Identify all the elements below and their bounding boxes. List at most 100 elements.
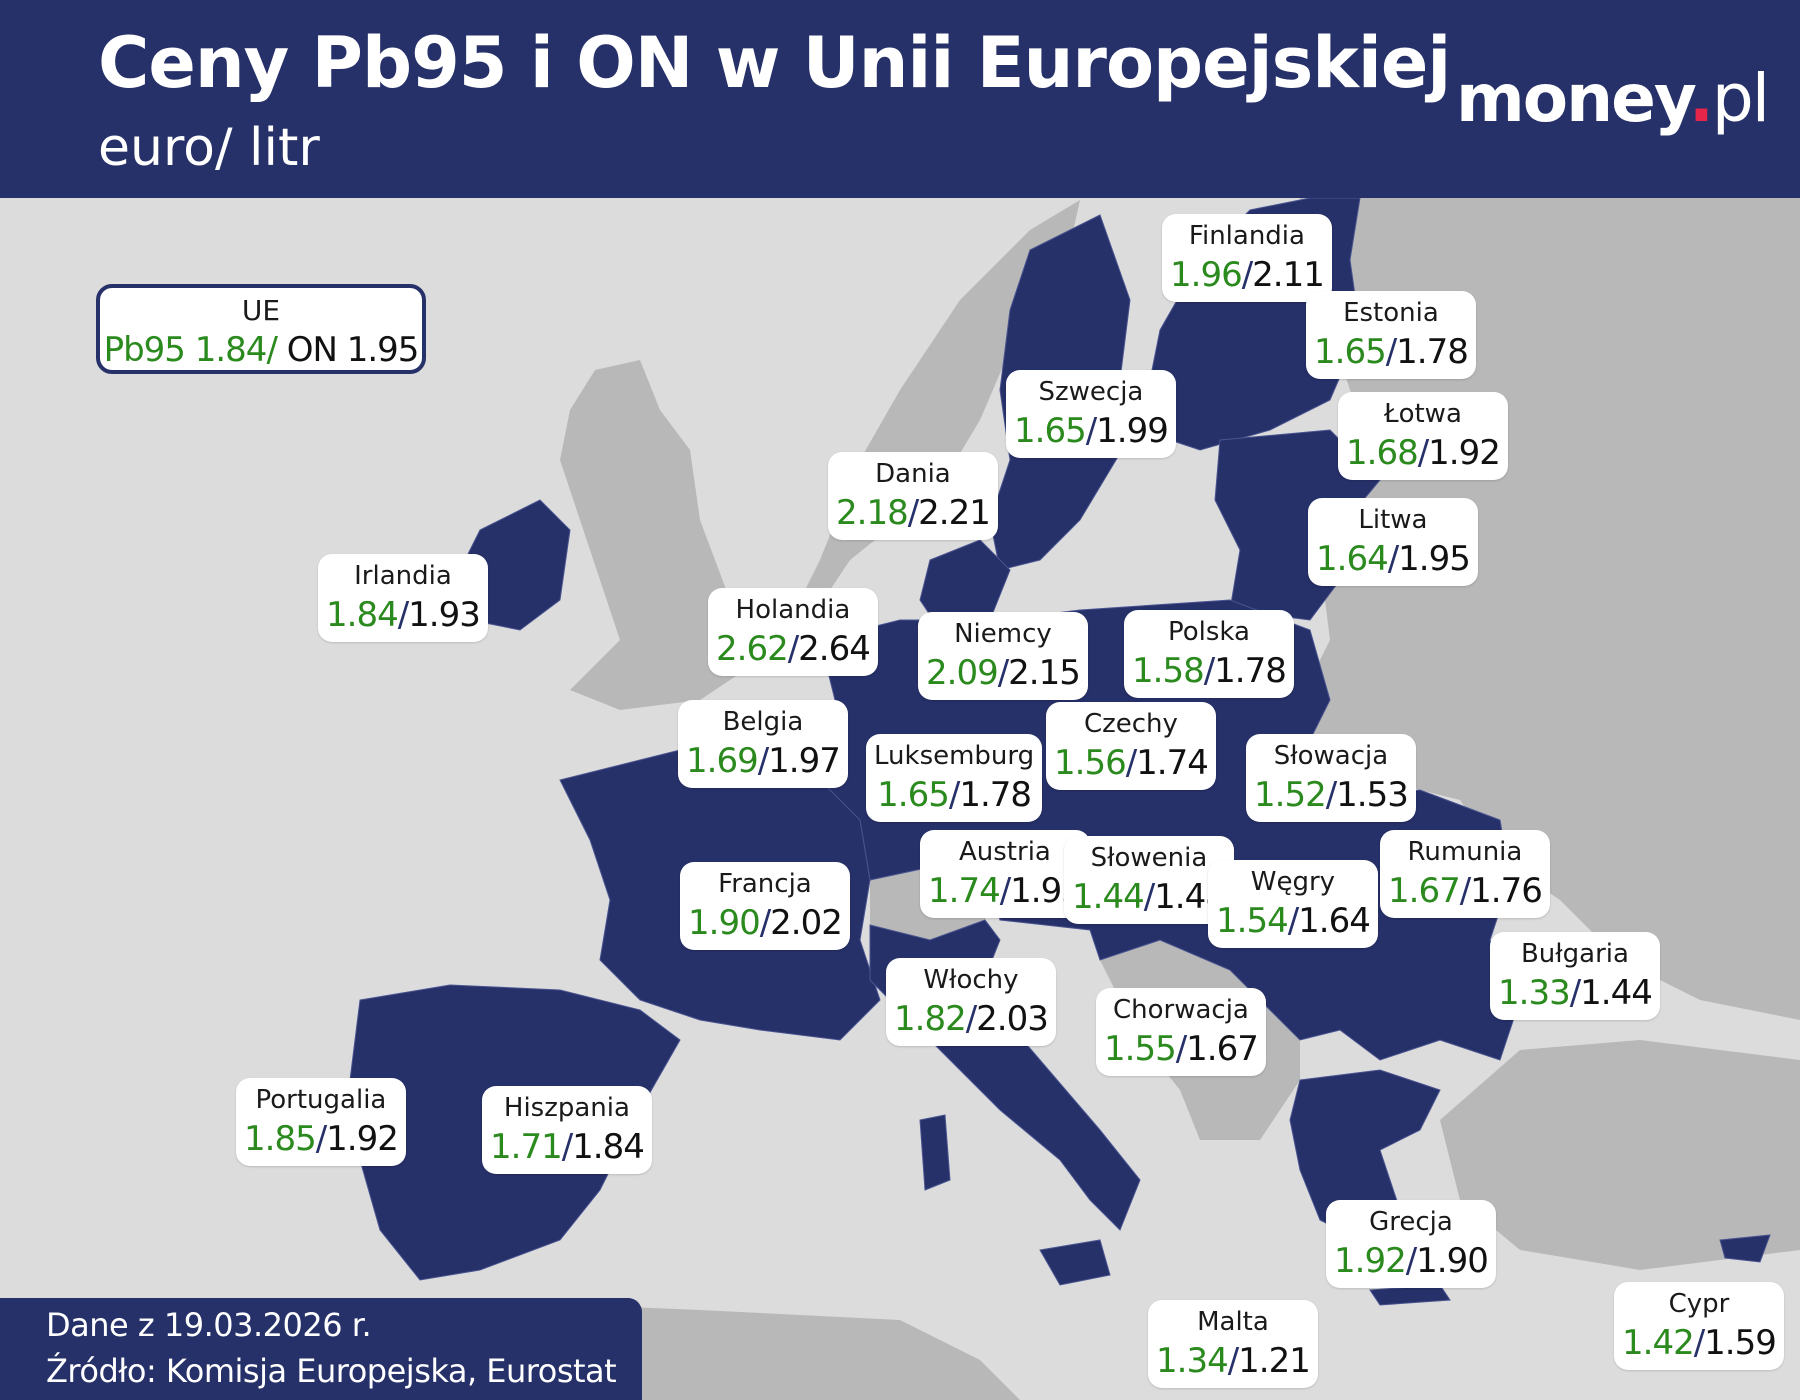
country-label-szwecja: Szwecja 1.65/1.99 [1006,370,1176,458]
country-values: 2.62/2.64 [716,628,871,670]
country-values: 1.33/1.44 [1498,972,1653,1014]
on-value: 2.11 [1252,255,1325,295]
value-separator: / [1325,775,1338,815]
pb95-value: 2.18 [836,493,909,533]
pb95-value: 1.56 [1054,743,1127,783]
header-bar: Ceny Pb95 i ON w Unii Europejskiej euro/… [0,0,1800,198]
value-separator: / [315,1119,328,1159]
value-separator: / [1287,901,1300,941]
page-title: Ceny Pb95 i ON w Unii Europejskiej [98,22,1451,104]
country-name: Włochy [923,965,1019,995]
country-label-bulgaria: Bułgaria 1.33/1.44 [1490,932,1660,1020]
country-name: Francja [718,869,812,899]
country-name: Austria [959,837,1051,867]
on-value: 1.92 [1428,433,1501,473]
country-name: Hiszpania [503,1093,630,1123]
pb95-value: 1.42 [1622,1323,1695,1363]
country-values: 1.69/1.97 [686,740,841,782]
country-values: 2.18/2.21 [836,492,991,534]
country-name: Holandia [735,595,851,625]
country-label-luksemburg: Luksemburg 1.65/1.78 [866,734,1043,822]
pb95-value: 1.64 [1316,539,1389,579]
country-name: Węgry [1250,867,1336,897]
country-name: Malta [1197,1307,1269,1337]
country-values: 1.42/1.59 [1622,1322,1777,1364]
country-values: 1.52/1.53 [1254,774,1409,816]
country-name: Słowenia [1090,843,1208,873]
pb95-value: 1.74 [928,871,1001,911]
value-separator: / [757,741,770,781]
value-separator: / [1387,539,1400,579]
pb95-value: 1.92 [1334,1241,1407,1281]
eu-average-box: UE Pb95 1.84/ ON 1.95 [96,284,426,374]
value-separator: / [1143,877,1156,917]
country-name: Czechy [1083,709,1178,739]
pb95-value: 1.84 [326,595,399,635]
pb95-value: 1.69 [686,741,759,781]
country-values: 1.82/2.03 [894,998,1049,1040]
country-label-lotwa: Łotwa 1.68/1.92 [1338,392,1508,480]
pb95-value: 1.71 [490,1127,563,1167]
on-value: 1.78 [1396,332,1469,372]
country-label-belgia: Belgia 1.69/1.97 [678,700,848,788]
value-separator: / [1693,1323,1706,1363]
country-values: 1.55/1.67 [1104,1028,1259,1070]
country-name: Finlandia [1188,221,1305,251]
country-label-grecja: Grecja 1.92/1.90 [1326,1200,1496,1288]
country-values: 1.71/1.84 [490,1126,645,1168]
country-name: Cypr [1668,1289,1730,1319]
country-label-estonia: Estonia 1.65/1.78 [1306,291,1476,379]
country-values: 1.56/1.74 [1054,742,1209,784]
country-label-hiszpania: Hiszpania 1.71/1.84 [482,1086,652,1174]
value-separator: / [965,999,978,1039]
country-label-portugalia: Portugalia 1.85/1.92 [236,1078,406,1166]
country-values: 1.34/1.21 [1156,1340,1311,1382]
logo-dot: . [1688,60,1714,137]
value-separator: / [1125,743,1138,783]
country-name: Estonia [1343,298,1439,328]
on-value: 1.92 [326,1119,399,1159]
value-separator: / [1569,973,1582,1013]
value-separator: / [1203,651,1216,691]
money-pl-logo: money.pl [1456,60,1770,137]
country-label-wegry: Węgry 1.54/1.64 [1208,860,1378,948]
country-values: 1.65/1.78 [874,774,1034,816]
country-values: 1.65/1.99 [1014,410,1169,452]
turkey-shape [1440,1040,1800,1270]
country-label-wlochy: Włochy 1.82/2.03 [886,958,1056,1046]
country-label-chorwacja: Chorwacja 1.55/1.67 [1096,988,1266,1076]
country-name: Rumunia [1407,837,1523,867]
country-values: 1.44/1.48 [1072,876,1227,918]
value-separator: / [999,871,1012,911]
country-label-cypr: Cypr 1.42/1.59 [1614,1282,1784,1370]
country-label-holandia: Holandia 2.62/2.64 [708,588,878,676]
pb95-value: 1.58 [1132,651,1205,691]
value-separator: / [1459,871,1472,911]
on-value: 2.21 [918,493,991,533]
on-value: 2.03 [976,999,1049,1039]
eu-pb95-value: Pb95 1.84/ [103,330,278,370]
eu-average-label: UE [241,294,281,327]
country-values: 1.84/1.93 [326,594,481,636]
data-date: Dane z 19.03.2026 r. [46,1306,372,1344]
country-values: 1.68/1.92 [1346,432,1501,474]
on-value: 1.64 [1298,901,1371,941]
country-label-malta: Malta 1.34/1.21 [1148,1300,1318,1388]
pb95-value: 1.68 [1346,433,1419,473]
country-values: 1.74/1.95 [928,870,1083,912]
eu-average-values: Pb95 1.84/ ON 1.95 [100,330,422,370]
value-separator: / [997,653,1010,693]
on-value: 1.97 [768,741,841,781]
country-values: 1.65/1.78 [1314,331,1469,373]
country-label-irlandia: Irlandia 1.84/1.93 [318,554,488,642]
pb95-value: 1.55 [1104,1029,1177,1069]
on-value: 1.59 [1704,1323,1777,1363]
country-label-litwa: Litwa 1.64/1.95 [1308,498,1478,586]
country-label-francja: Francja 1.90/2.02 [680,862,850,950]
value-separator: / [1241,255,1254,295]
on-value: 2.02 [770,903,843,943]
on-value: 1.76 [1470,871,1543,911]
value-separator: / [759,903,772,943]
pb95-value: 1.65 [877,775,950,815]
country-name: Belgia [722,707,804,737]
